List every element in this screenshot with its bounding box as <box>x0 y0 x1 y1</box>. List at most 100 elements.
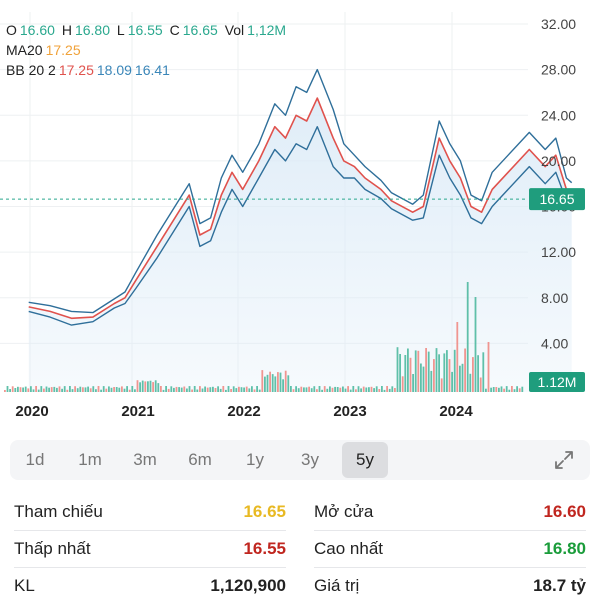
volume-bar <box>292 389 295 392</box>
volume-bar <box>110 387 113 392</box>
volume-bar <box>505 386 508 392</box>
value-stat-label: Giá trị <box>314 576 360 595</box>
vol-value: 1,12M <box>247 22 287 38</box>
high-label: H <box>61 22 72 38</box>
stat-low: Thấp nhất 16.55 <box>14 531 286 567</box>
volume-bar <box>368 387 370 392</box>
volume-bar <box>180 387 183 392</box>
volume-bar <box>97 386 100 392</box>
volume-bar <box>115 387 118 392</box>
volume-bar <box>222 386 225 392</box>
x-tick-label: 2023 <box>333 403 366 420</box>
ma-row: MA20 17.25 <box>6 40 286 60</box>
volume-bar <box>274 376 277 392</box>
volume-bar <box>422 366 425 392</box>
volume-bar <box>485 388 487 392</box>
volume-bar <box>362 386 365 392</box>
volume-bar <box>339 387 342 392</box>
volume-bar <box>318 386 321 392</box>
volume-bar <box>4 390 6 392</box>
volume-bar <box>420 363 422 392</box>
volume-bar <box>87 386 89 392</box>
expand-icon[interactable] <box>552 448 576 472</box>
volume-bar <box>498 387 500 392</box>
chart-legend: O 16.60 H 16.80 L 16.55 C 16.65 Vol 1,12M MA2… <box>6 20 286 80</box>
x-tick-label: 2022 <box>227 403 260 420</box>
open-label: O <box>6 22 17 38</box>
volume-bar <box>217 386 219 392</box>
x-tick-label: 2021 <box>121 403 154 420</box>
price-chart[interactable]: 32.0028.0024.0020.0016.0012.008.004.0016… <box>0 0 600 430</box>
volume-stat-label: KL <box>14 576 35 595</box>
volume-bar <box>461 363 464 392</box>
chart-canvas[interactable]: 32.0028.0024.0020.0016.0012.008.004.0016… <box>0 0 600 430</box>
volume-bar <box>487 342 490 392</box>
volume-bar <box>118 387 121 392</box>
divider <box>314 567 586 568</box>
volume-bar <box>300 386 303 392</box>
volume-bar <box>232 386 235 392</box>
volume-bar <box>438 354 440 392</box>
tab-3y[interactable]: 3y <box>301 450 319 469</box>
tab-6m[interactable]: 6m <box>188 450 212 469</box>
volume-bar <box>370 386 373 392</box>
tab-1d[interactable]: 1d <box>25 450 45 469</box>
volume-bar <box>378 389 381 392</box>
volume-bar <box>427 351 430 392</box>
volume-bar <box>196 389 199 392</box>
open-value: 16.60 <box>19 22 55 38</box>
volume-bar <box>251 386 253 392</box>
tab-5y[interactable]: 5y <box>342 442 388 478</box>
volume-bar <box>100 389 102 392</box>
bb-mid-value: 17.25 <box>58 62 94 78</box>
volume-bar <box>490 387 492 392</box>
volume-bar <box>95 389 97 392</box>
volume-bar <box>9 389 11 392</box>
volume-bar <box>6 386 9 392</box>
y-tick-label: 8.00 <box>541 290 568 306</box>
volume-bar <box>518 388 521 392</box>
volume-bar <box>440 378 443 392</box>
volume-bar <box>235 388 238 392</box>
volume-bar <box>261 370 264 392</box>
volume-bar <box>373 388 375 392</box>
volume-tag-bg <box>529 372 585 392</box>
y-tick-label: 4.00 <box>541 335 568 351</box>
volume-bar <box>17 386 19 392</box>
volume-bar <box>521 386 524 392</box>
tab-1y[interactable]: 1y <box>246 450 264 469</box>
volume-bar <box>134 389 136 392</box>
volume-bar <box>472 357 474 392</box>
volume-bar <box>313 386 316 392</box>
volume-tag-label: 1.12M <box>538 374 577 390</box>
volume-bar <box>201 388 204 392</box>
volume-bar <box>394 388 396 392</box>
low-stat-label: Thấp nhất <box>14 539 91 558</box>
volume-bar <box>121 386 123 392</box>
volume-bar <box>123 388 126 392</box>
volume-bar <box>243 387 245 392</box>
volume-bar <box>188 386 191 392</box>
bb-upper-line <box>28 68 573 314</box>
volume-bar <box>459 365 461 392</box>
volume-bar <box>331 387 334 392</box>
volume-bar <box>69 386 71 392</box>
tab-1m[interactable]: 1m <box>78 450 102 469</box>
volume-bar <box>74 386 76 392</box>
stat-open: Mở cửa 16.60 <box>314 494 586 530</box>
volume-bar <box>24 386 27 392</box>
volume-bar <box>89 388 92 392</box>
volume-bar <box>50 387 53 392</box>
volume-bar <box>271 374 274 392</box>
tab-3m[interactable]: 3m <box>133 450 157 469</box>
volume-bar <box>191 389 193 392</box>
divider <box>14 567 286 568</box>
x-tick-label: 2024 <box>439 403 473 420</box>
volume-bar <box>126 386 128 392</box>
volume-bar <box>253 389 256 392</box>
y-tick-label: 24.00 <box>541 107 576 123</box>
volume-bar <box>45 386 48 392</box>
volume-bar <box>305 387 308 392</box>
volume-bar <box>131 386 134 392</box>
volume-bar <box>417 350 420 392</box>
